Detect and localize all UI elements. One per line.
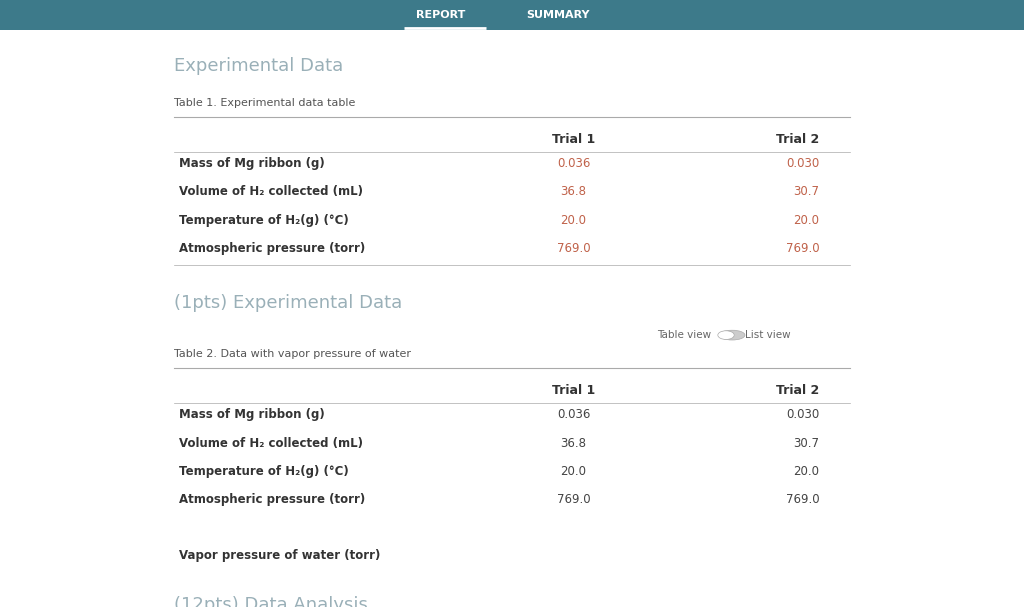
Text: 769.0: 769.0 <box>557 493 590 506</box>
Circle shape <box>718 331 734 339</box>
Text: REPORT: REPORT <box>416 10 465 20</box>
Text: Trial 1: Trial 1 <box>552 133 595 146</box>
Text: 769.0: 769.0 <box>785 493 819 506</box>
Text: Volume of H₂ collected (mL): Volume of H₂ collected (mL) <box>179 186 364 198</box>
Text: 30.7: 30.7 <box>794 186 819 198</box>
Text: 36.8: 36.8 <box>560 186 587 198</box>
Text: 30.7: 30.7 <box>794 436 819 450</box>
Text: Mass of Mg ribbon (g): Mass of Mg ribbon (g) <box>179 157 325 170</box>
Text: SUMMARY: SUMMARY <box>526 10 590 20</box>
Text: Vapor pressure of water (torr): Vapor pressure of water (torr) <box>179 549 381 562</box>
FancyBboxPatch shape <box>0 0 1024 30</box>
Text: Atmospheric pressure (torr): Atmospheric pressure (torr) <box>179 493 366 506</box>
Text: 36.8: 36.8 <box>560 436 587 450</box>
Text: Trial 1: Trial 1 <box>552 384 595 397</box>
Text: Experimental Data: Experimental Data <box>174 57 343 75</box>
Text: 20.0: 20.0 <box>794 465 819 478</box>
Text: Trial 2: Trial 2 <box>776 133 819 146</box>
Text: Atmospheric pressure (torr): Atmospheric pressure (torr) <box>179 242 366 255</box>
Text: 20.0: 20.0 <box>560 214 587 226</box>
Text: 769.0: 769.0 <box>557 242 590 255</box>
Text: Table 1. Experimental data table: Table 1. Experimental data table <box>174 98 355 107</box>
Text: 0.036: 0.036 <box>557 157 590 170</box>
Text: 769.0: 769.0 <box>785 242 819 255</box>
Text: Trial 2: Trial 2 <box>776 384 819 397</box>
Text: Table 2. Data with vapor pressure of water: Table 2. Data with vapor pressure of wat… <box>174 348 411 359</box>
Text: Temperature of H₂(g) (°C): Temperature of H₂(g) (°C) <box>179 465 349 478</box>
Text: Table view: Table view <box>657 330 712 340</box>
Text: Temperature of H₂(g) (°C): Temperature of H₂(g) (°C) <box>179 214 349 226</box>
Text: 20.0: 20.0 <box>560 465 587 478</box>
Text: 0.036: 0.036 <box>557 409 590 421</box>
Text: 20.0: 20.0 <box>794 214 819 226</box>
Text: (1pts) Experimental Data: (1pts) Experimental Data <box>174 294 402 313</box>
Text: List view: List view <box>745 330 792 340</box>
Text: 0.030: 0.030 <box>786 409 819 421</box>
Ellipse shape <box>719 330 744 340</box>
Text: Volume of H₂ collected (mL): Volume of H₂ collected (mL) <box>179 436 364 450</box>
Text: 0.030: 0.030 <box>786 157 819 170</box>
Text: (12pts) Data Analysis: (12pts) Data Analysis <box>174 597 368 607</box>
Text: Mass of Mg ribbon (g): Mass of Mg ribbon (g) <box>179 409 325 421</box>
